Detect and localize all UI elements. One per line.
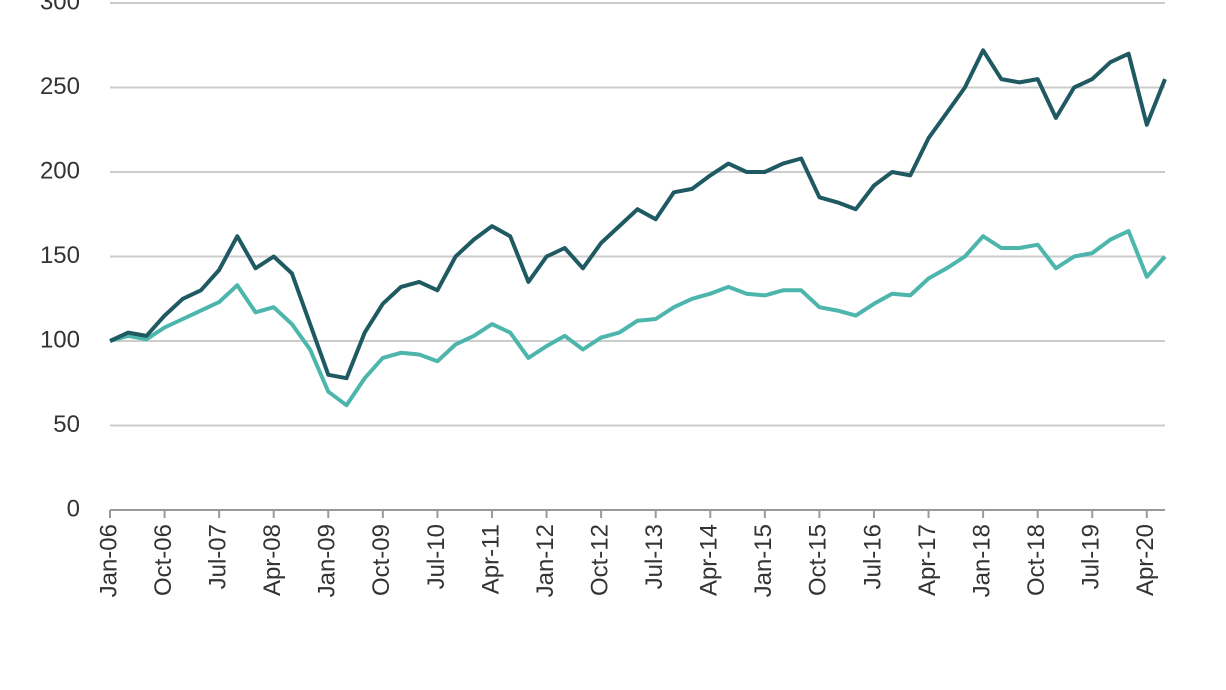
y-tick-label: 100 [40,326,80,353]
x-tick-label: Oct-09 [368,524,395,596]
x-tick-label: Jul-16 [859,524,886,589]
x-tick-label: Apr-11 [477,524,504,594]
series-line [109,229,1167,408]
x-tick-label: Oct-06 [150,524,177,596]
x-tick-label: Jul-19 [1078,524,1105,589]
x-tick-label: Oct-15 [805,524,832,596]
x-tick-label: Jan-15 [750,524,777,597]
y-tick-label: 0 [67,495,80,522]
y-tick-label: 50 [53,411,80,438]
x-tick-label: Apr-14 [696,524,723,596]
x-tick-label: Oct-18 [1023,524,1050,596]
series-line [109,48,1167,381]
x-tick-label: Jan-18 [968,524,995,597]
y-tick-label: 200 [40,157,80,184]
x-tick-label: Apr-17 [914,524,941,596]
x-tick-label: Jul-07 [204,524,231,589]
x-tick-label: Oct-12 [586,524,613,596]
x-tick-label: Jan-06 [95,524,122,597]
x-tick-label: Apr-08 [259,524,286,596]
x-tick-label: Jul-10 [423,524,450,589]
x-tick-label: Apr-20 [1132,524,1159,596]
x-tick-label: Jan-09 [314,524,341,597]
y-tick-label: 150 [40,242,80,269]
y-tick-label: 250 [40,73,80,100]
x-tick-label: Jul-13 [641,524,668,589]
y-tick-label: 300 [40,0,80,15]
x-tick-label: Jan-12 [532,524,559,597]
